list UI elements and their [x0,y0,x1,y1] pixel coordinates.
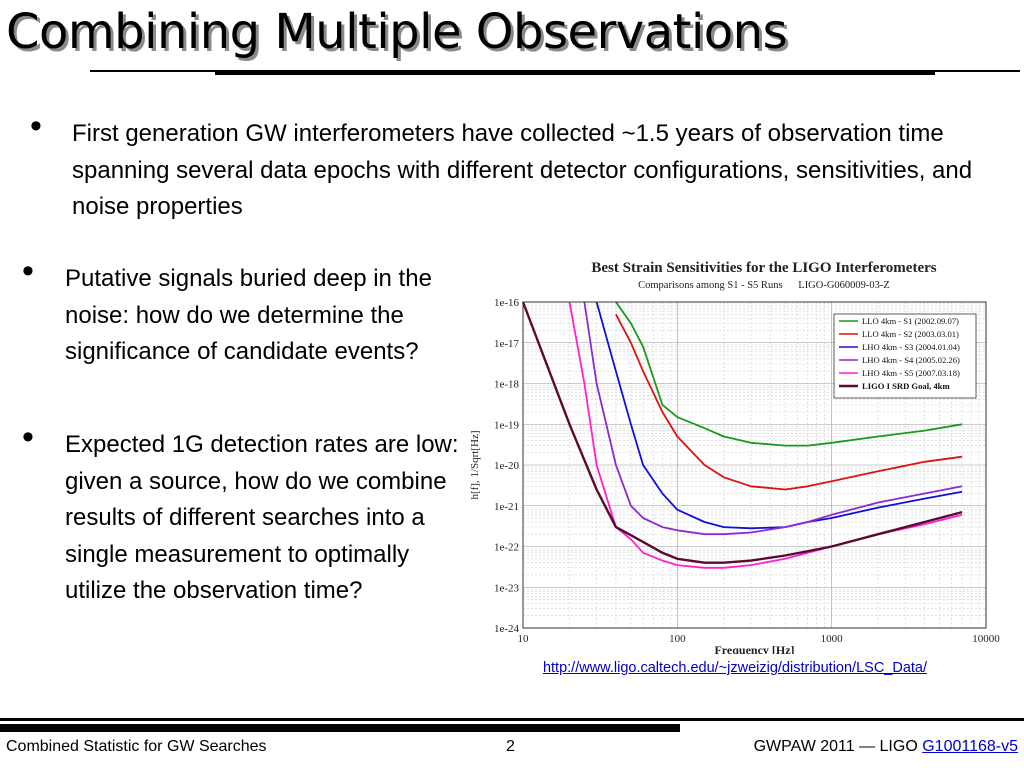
footer-page-number: 2 [506,738,515,755]
bullet-item: Putative signals buried deep in the nois… [65,261,460,371]
x-tick-label: 10 [518,633,530,645]
x-tick-label: 10000 [972,633,1000,645]
bullet-marker: • [22,418,34,456]
bullet-text: Putative signals buried deep in the nois… [65,265,432,365]
title-underline-thick [215,72,935,75]
bullet-text: First generation GW interferometers have… [72,120,973,220]
x-tick-label: 1000 [821,633,844,645]
chart-subtitle: Comparisons among S1 - S5 Runs LIGO-G060… [638,280,890,291]
legend-label: LIGO I SRD Goal, 4km [862,381,950,391]
x-axis-label: Frequency [Hz] [714,643,794,654]
series-line [521,301,963,564]
legend-label: LLO 4km - S1 (2002.09.07) [862,316,959,326]
bullet-text: Expected 1G detection rates are low: giv… [65,431,459,604]
legend-label: LHO 4km - S5 (2007.03.18) [862,368,960,378]
footer-right-text: GWPAW 2011 — LIGO [753,738,923,755]
series-line [583,301,963,536]
y-tick-label: 1e-22 [494,542,519,554]
footer-left: Combined Statistic for GW Searches [6,738,267,755]
legend-label: LHO 4km - S4 (2005.02.26) [862,355,960,365]
series-line [615,313,963,491]
y-tick-label: 1e-21 [494,501,519,513]
y-tick-label: 1e-19 [494,419,520,431]
legend-box [833,313,977,399]
figure-caption: http://www.ligo.caltech.edu/~jzweizig/di… [500,658,970,678]
y-tick-label: 1e-24 [494,623,520,635]
series-line [595,301,963,530]
plot-frame [522,301,987,629]
legend-label: LLO 4km - S2 (2003.03.01) [862,329,959,339]
sensitivity-chart: Best Strain Sensitivities for the LIGO I… [466,246,1002,657]
y-tick-label: 1e-16 [494,297,520,309]
x-tick-label: 100 [669,633,686,645]
bullet-marker: • [22,252,34,290]
chart-svg: Best Strain Sensitivities for the LIGO I… [469,260,1000,657]
slide-title: Combining Multiple Observations [6,4,788,60]
y-axis-label: h[f], 1/Sqrt[Hz] [469,430,481,499]
footer-divider [0,718,1024,721]
source-link[interactable]: http://www.ligo.caltech.edu/~jzweizig/di… [542,660,928,676]
series-line [615,301,963,447]
y-tick-label: 1e-18 [494,379,520,391]
footer-divider-thick [0,724,680,732]
chart-title: Best Strain Sensitivities for the LIGO I… [591,260,936,276]
y-tick-label: 1e-23 [494,582,520,594]
bullet-item: Expected 1G detection rates are low: giv… [65,427,460,610]
document-id-link[interactable]: G1001168-v5 [922,738,1018,755]
bullet-marker: • [30,107,42,145]
title-underline [90,70,1020,72]
y-tick-label: 1e-17 [494,338,520,350]
y-tick-label: 1e-20 [494,460,520,472]
bullet-item: First generation GW interferometers have… [72,116,1012,226]
footer-right: GWPAW 2011 — LIGO G1001168-v5 [754,738,1018,756]
legend-label: LHO 4km - S3 (2004.01.04) [862,342,960,352]
